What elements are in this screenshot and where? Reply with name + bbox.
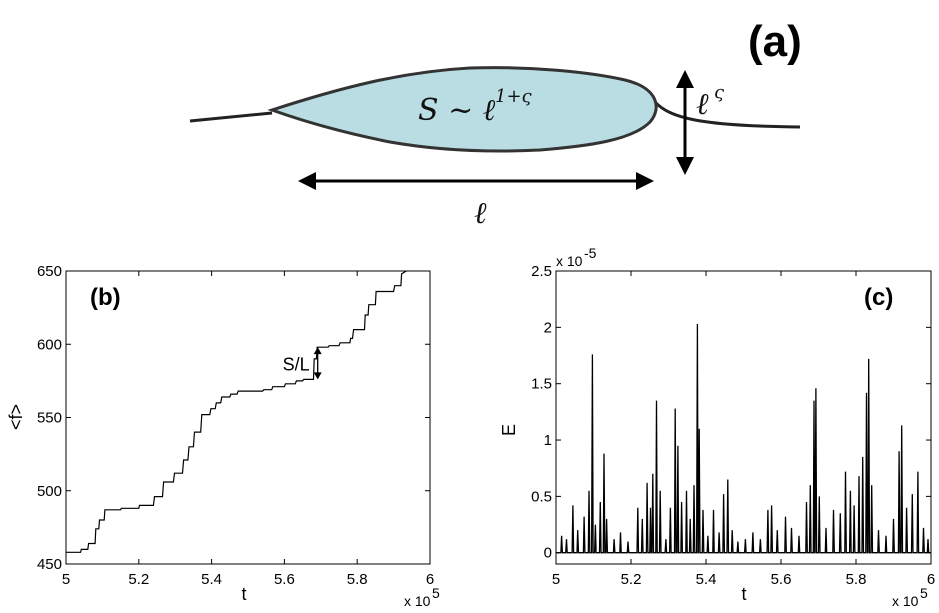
panel-a-label: (a) [748, 17, 802, 66]
step-size-arrow-head-down [314, 372, 322, 379]
panel-b-x-multiplier: x 10 [404, 593, 431, 609]
panel-c-x-multiplier-exp: 5 [920, 585, 928, 601]
length-arrow-head-right [636, 172, 654, 190]
panel-c-xtick-label: 5.2 [621, 571, 642, 588]
panel-b-xtick-label: 5.8 [347, 571, 368, 588]
length-arrow-head-left [298, 172, 316, 190]
panel-b-axes-box [66, 271, 430, 564]
panel-c-y-multiplier: x 10 [556, 253, 583, 269]
panel-b-x-multiplier-exp: 5 [432, 585, 440, 601]
panel-b-xtick-label: 5 [62, 571, 70, 588]
panel-b-ytick-label: 450 [37, 556, 62, 573]
width-arrow-head-up [676, 70, 694, 88]
panel-c-axes-box [556, 271, 931, 564]
panel-b-label: (b) [90, 284, 121, 311]
step-size-arrow-head-up [314, 347, 322, 354]
panel-c-xtick-label: 5.8 [846, 571, 867, 588]
panel-b-xtick-label: 5.4 [201, 571, 222, 588]
step-size-annotation: S/L [283, 354, 310, 374]
panel-c-ytick-label: 0 [544, 545, 552, 562]
panel-b-ytick-label: 550 [37, 410, 62, 427]
panel-c-ytick-label: 1.5 [531, 376, 552, 393]
panel-b-xlabel: t [241, 584, 246, 604]
panel-c-xtick-label: 6 [927, 571, 935, 588]
area-formula: S ~ ℓ [418, 93, 496, 128]
series-energy-line [556, 324, 931, 553]
panel-c-xtick-label: 5.4 [696, 571, 717, 588]
length-symbol: ℓ [474, 196, 487, 231]
panel-c-label: (c) [864, 284, 893, 311]
panel-c-ytick-label: 2 [544, 319, 552, 336]
panel-c-ytick-label: 1 [544, 432, 552, 449]
panel-c-ytick-label: 2.5 [531, 263, 552, 280]
panel-b-xtick-label: 5.2 [128, 571, 149, 588]
series-mean-force-line [66, 271, 406, 552]
interface-line-right [655, 102, 800, 127]
panel-b-ytick-label: 500 [37, 483, 62, 500]
area-exponent: 1+ς [495, 86, 533, 107]
width-exponent: ς [714, 82, 725, 103]
panel-c-xtick-label: 5.6 [771, 571, 792, 588]
width-symbol: ℓ [696, 87, 709, 122]
panel-a: (a) S ~ ℓ 1+ς ℓ ς ℓ [190, 17, 802, 231]
panel-b-xtick-label: 5.6 [274, 571, 295, 588]
panel-c-xtick-label: 5 [552, 571, 560, 588]
panel-b-ytick-label: 650 [37, 263, 62, 280]
panel-c-y-multiplier-exp: -5 [584, 245, 597, 261]
panel-c-chart: 5 5.2 5.4 5.6 5.8 600.511.522.5 (c) t E x 10 … [499, 245, 935, 609]
panel-c-xlabel: t [741, 584, 746, 604]
panel-b-ytick-label: 600 [37, 336, 62, 353]
width-arrow-head-down [676, 157, 694, 175]
panel-b-ylabel: <f> [6, 404, 26, 430]
panel-c-ytick-label: 0.5 [531, 488, 552, 505]
panel-c-x-multiplier: x 10 [892, 593, 919, 609]
interface-line-left [190, 113, 272, 121]
panel-c-ylabel: E [499, 424, 519, 436]
